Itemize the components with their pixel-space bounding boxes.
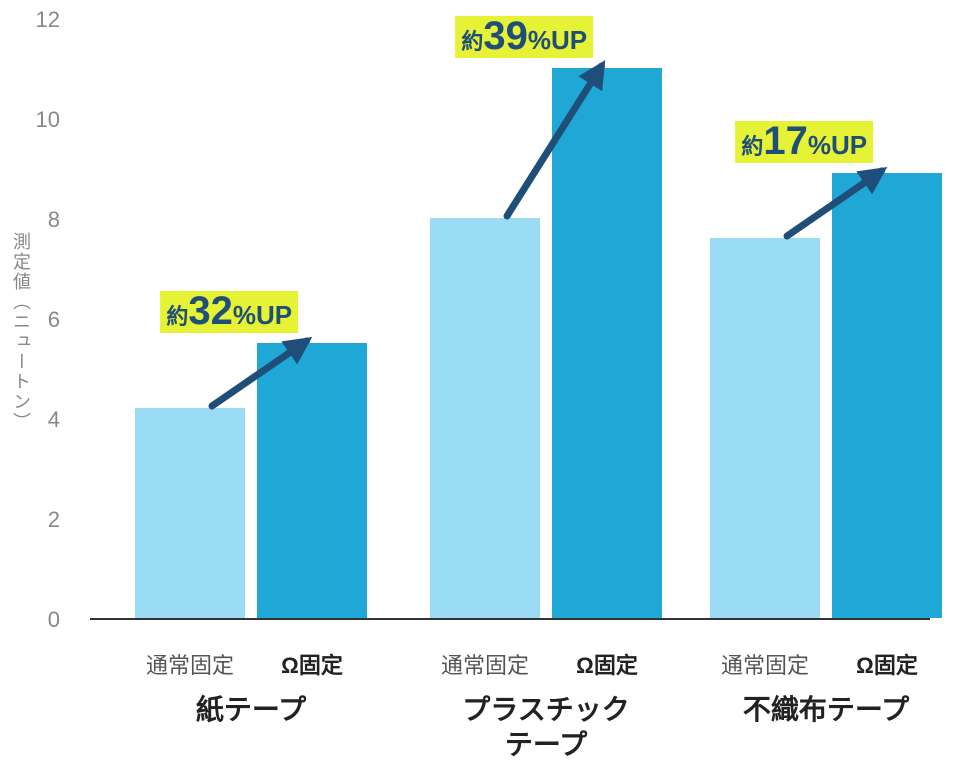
bar-omega: [832, 173, 942, 618]
group-label: 紙テープ: [196, 692, 306, 727]
ytick-label: 0: [48, 607, 60, 633]
series-label-normal: 通常固定: [146, 648, 234, 680]
bar-normal: [135, 408, 245, 618]
series-label-omega: Ω固定: [281, 648, 343, 680]
ytick-label: 4: [48, 407, 60, 433]
series-label-normal: 通常固定: [441, 648, 529, 680]
ytick-label: 8: [48, 207, 60, 233]
bar-normal: [430, 218, 540, 618]
ytick-label: 12: [36, 7, 60, 33]
yaxis-title: 測定値（ニュートン）: [8, 232, 34, 432]
group-label: 不織布テープ: [743, 692, 909, 727]
bar-normal: [710, 238, 820, 618]
ytick-label: 6: [48, 307, 60, 333]
series-label-normal: 通常固定: [721, 648, 809, 680]
group-label: プラスチック テープ: [462, 692, 629, 762]
callout-badge: 約32%UP: [160, 291, 298, 333]
callout-badge: 約39%UP: [455, 16, 593, 58]
bar-omega: [257, 343, 367, 618]
series-label-omega: Ω固定: [576, 648, 638, 680]
ytick-label: 2: [48, 507, 60, 533]
bar-chart: 0 2 4 6 8 10 12 測定値（ニュートン） 通常固定 Ω固定紙テープ 約32%UP 通常固定…: [0, 0, 960, 763]
bar-omega: [552, 68, 662, 618]
callout-badge: 約17%UP: [735, 121, 873, 163]
series-label-omega: Ω固定: [856, 648, 918, 680]
ytick-label: 10: [36, 107, 60, 133]
